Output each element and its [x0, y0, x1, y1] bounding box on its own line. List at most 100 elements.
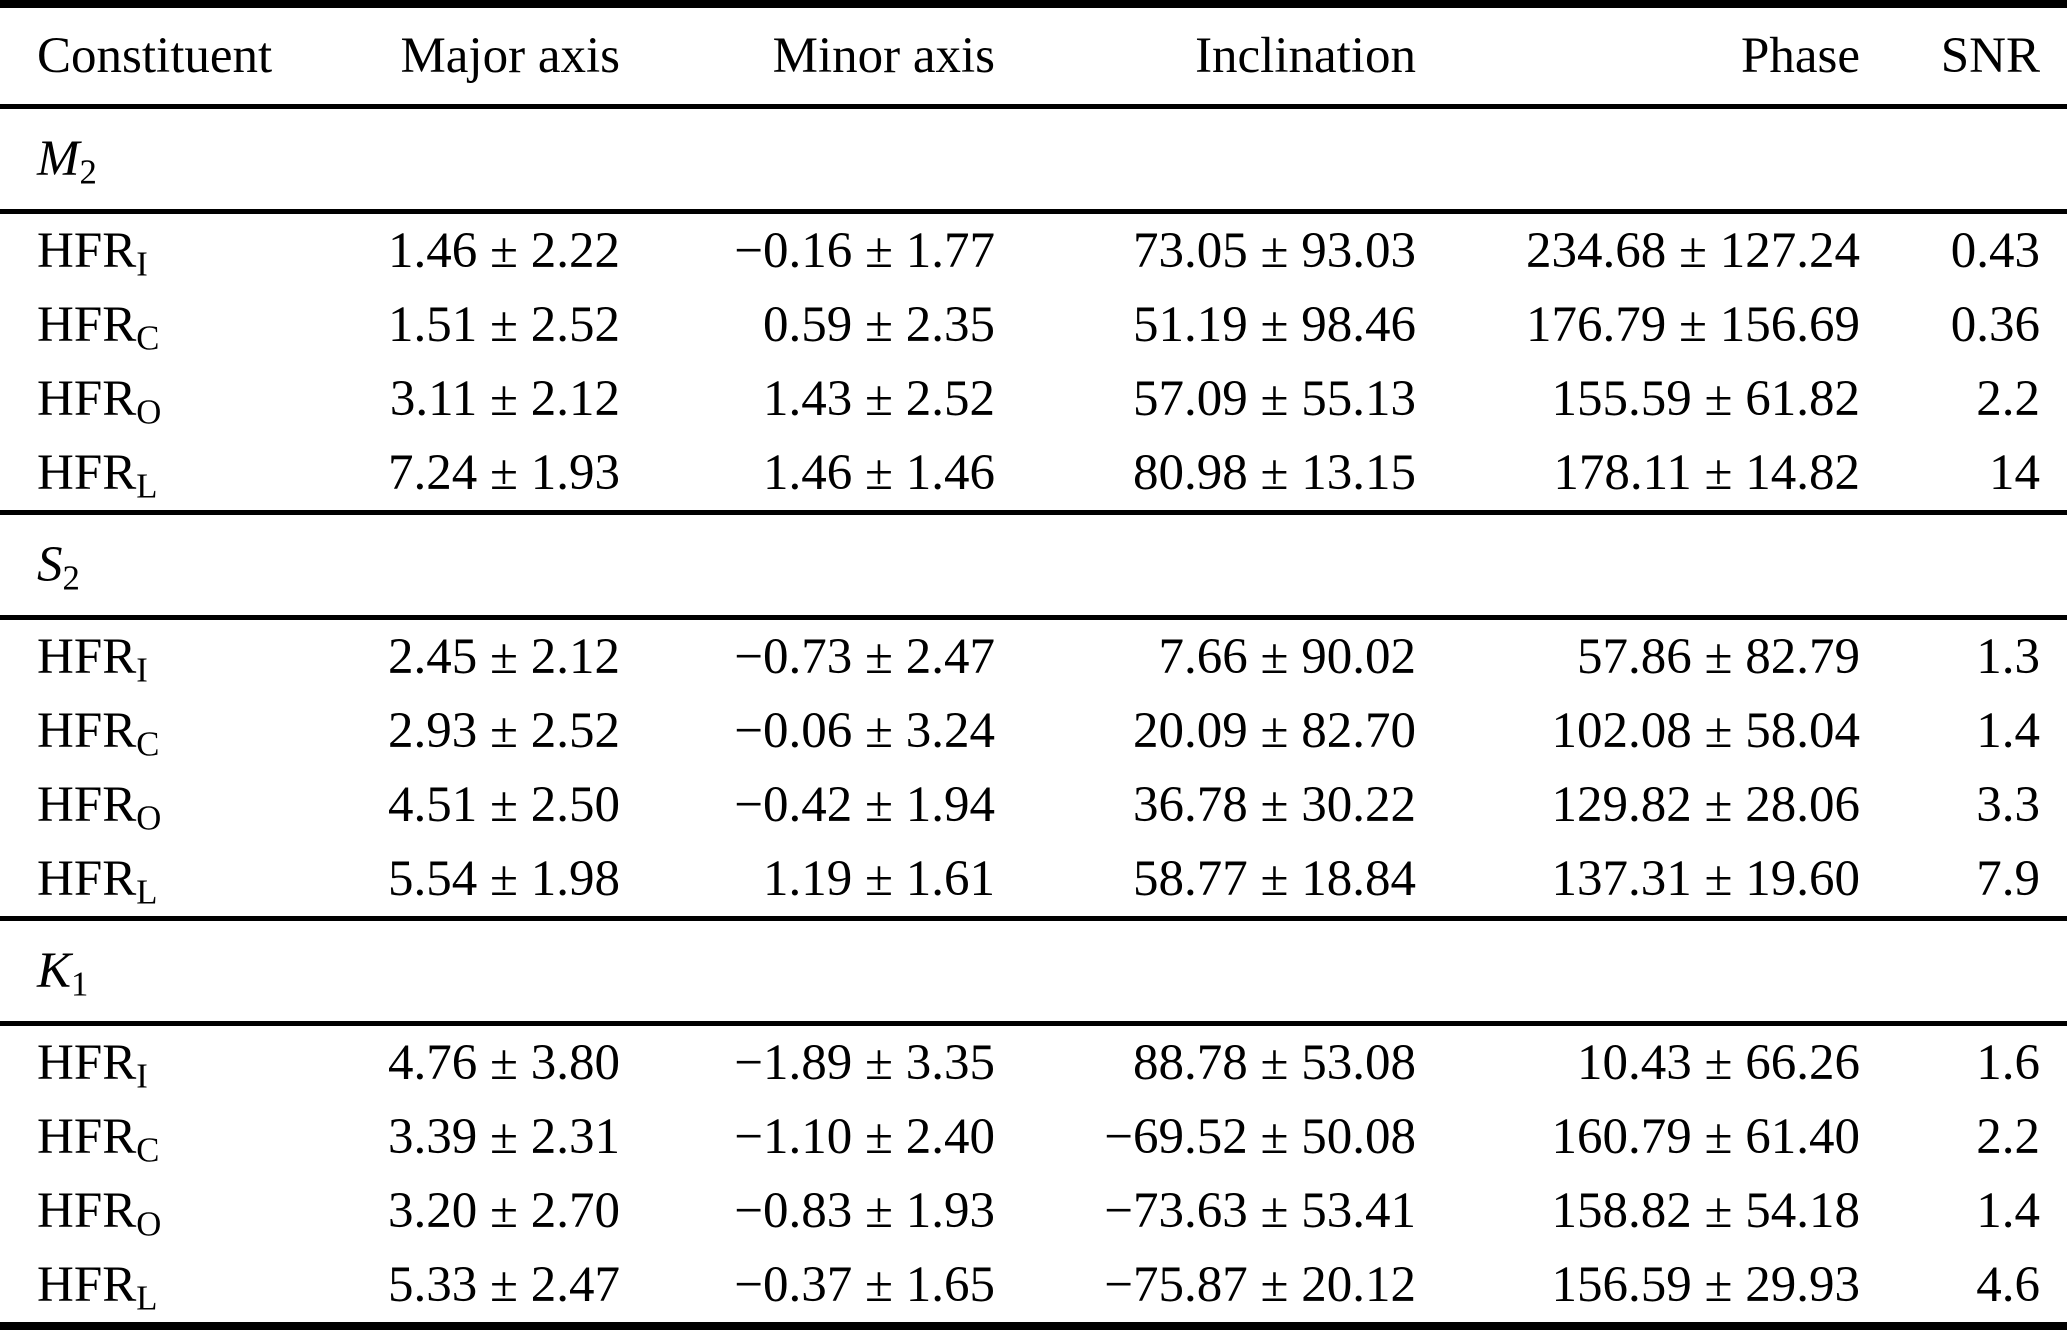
snr-cell: 1.4 — [1976, 1183, 2040, 1239]
table-row: HFRO 4.51 ± 2.50 −0.42 ± 1.94 36.78 ± 30… — [0, 768, 2067, 842]
minor-axis-cell: 1.43 ± 2.52 — [763, 371, 995, 427]
section-header-row: K1 — [0, 916, 2067, 1026]
constituent-cell: HFRO — [0, 362, 340, 436]
phase-cell: 57.86 ± 82.79 — [1577, 629, 1860, 685]
constituent-symbol: K — [37, 943, 72, 999]
table-row: HFRL 7.24 ± 1.93 1.46 ± 1.46 80.98 ± 13.… — [0, 436, 2067, 513]
minor-axis-cell: −0.42 ± 1.94 — [734, 777, 995, 833]
phase-cell: 102.08 ± 58.04 — [1551, 703, 1861, 759]
constituent-subscript: I — [136, 1056, 148, 1096]
constituent-cell: HFRI — [0, 618, 340, 695]
minor-axis-cell: −0.16 ± 1.77 — [734, 223, 995, 279]
major-axis-cell: 2.93 ± 2.52 — [388, 703, 620, 759]
phase-cell: 137.31 ± 19.60 — [1551, 851, 1861, 907]
minor-axis-cell: −0.37 ± 1.65 — [734, 1257, 995, 1313]
inclination-cell: 20.09 ± 82.70 — [1133, 703, 1416, 759]
inclination-cell: 36.78 ± 30.22 — [1133, 777, 1416, 833]
major-axis-cell: 1.51 ± 2.52 — [388, 297, 620, 353]
constituent-subscript: O — [136, 392, 162, 432]
constituent-base: HFR — [37, 851, 137, 907]
section-m2: M2 HFRI 1.46 ± 2.22 −0.16 ± 1.77 73.05 ±… — [0, 104, 2067, 513]
phase-cell: 158.82 ± 54.18 — [1551, 1183, 1861, 1239]
section-label: S2 — [0, 510, 2067, 620]
major-axis-cell: 4.51 ± 2.50 — [388, 777, 620, 833]
snr-cell: 4.6 — [1976, 1257, 2040, 1313]
snr-cell: 1.6 — [1976, 1035, 2040, 1091]
minor-axis-cell: −0.83 ± 1.93 — [734, 1183, 995, 1239]
constituent-subscript: C — [136, 318, 160, 358]
snr-cell: 2.2 — [1976, 1109, 2040, 1165]
col-header-major-axis: Major axis — [340, 4, 620, 109]
constituent-base: HFR — [37, 629, 137, 685]
major-axis-cell: 4.76 ± 3.80 — [388, 1035, 620, 1091]
constituent-base: HFR — [37, 1109, 137, 1165]
table-row: HFRC 2.93 ± 2.52 −0.06 ± 3.24 20.09 ± 82… — [0, 694, 2067, 768]
major-axis-cell: 7.24 ± 1.93 — [388, 445, 620, 501]
section-header-row: M2 — [0, 104, 2067, 214]
col-header-inclination: Inclination — [995, 4, 1416, 109]
table-row: HFRI 4.76 ± 3.80 −1.89 ± 3.35 88.78 ± 53… — [0, 1024, 2067, 1101]
constituent-base: HFR — [37, 1035, 137, 1091]
constituent-base: HFR — [37, 445, 137, 501]
inclination-cell: 80.98 ± 13.15 — [1133, 445, 1416, 501]
table-row: HFRC 1.51 ± 2.52 0.59 ± 2.35 51.19 ± 98.… — [0, 288, 2067, 362]
table-row: HFRL 5.33 ± 2.47 −0.37 ± 1.65 −75.87 ± 2… — [0, 1248, 2067, 1326]
phase-cell: 10.43 ± 66.26 — [1577, 1035, 1860, 1091]
constituent-cell: HFRL — [0, 436, 340, 513]
constituent-cell: HFRL — [0, 842, 340, 919]
constituent-subscript: O — [136, 1204, 162, 1244]
major-axis-cell: 5.54 ± 1.98 — [388, 851, 620, 907]
section-s2: S2 HFRI 2.45 ± 2.12 −0.73 ± 2.47 7.66 ± … — [0, 510, 2067, 919]
minor-axis-cell: −1.10 ± 2.40 — [734, 1109, 995, 1165]
constituent-base: HFR — [37, 1183, 137, 1239]
major-axis-cell: 3.11 ± 2.12 — [389, 371, 620, 427]
constituent-cell: HFRC — [0, 288, 340, 362]
constituent-base: HFR — [37, 1257, 137, 1313]
snr-cell: 1.3 — [1976, 629, 2040, 685]
constituent-subscript: I — [136, 244, 148, 284]
snr-cell: 3.3 — [1976, 777, 2040, 833]
major-axis-cell: 2.45 ± 2.12 — [388, 629, 620, 685]
table-row: HFRI 1.46 ± 2.22 −0.16 ± 1.77 73.05 ± 93… — [0, 212, 2067, 289]
table-row: HFRI 2.45 ± 2.12 −0.73 ± 2.47 7.66 ± 90.… — [0, 618, 2067, 695]
constituent-subscript: C — [136, 724, 160, 764]
snr-cell: 14 — [1989, 445, 2040, 501]
col-header-phase: Phase — [1416, 4, 1860, 109]
snr-cell: 7.9 — [1976, 851, 2040, 907]
constituent-subscript: L — [136, 1278, 158, 1318]
table-row: HFRO 3.20 ± 2.70 −0.83 ± 1.93 −73.63 ± 5… — [0, 1174, 2067, 1248]
constituent-subscript: L — [136, 872, 158, 912]
constituent-base: HFR — [37, 223, 137, 279]
minor-axis-cell: −1.89 ± 3.35 — [734, 1035, 995, 1091]
minor-axis-cell: −0.73 ± 2.47 — [734, 629, 995, 685]
minor-axis-cell: 0.59 ± 2.35 — [763, 297, 995, 353]
major-axis-cell: 5.33 ± 2.47 — [388, 1257, 620, 1313]
col-header-minor-axis: Minor axis — [620, 4, 995, 109]
section-k1: K1 HFRI 4.76 ± 3.80 −1.89 ± 3.35 88.78 ±… — [0, 916, 2067, 1327]
phase-cell: 155.59 ± 61.82 — [1551, 371, 1861, 427]
constituent-base: HFR — [37, 777, 137, 833]
constituent-cell: HFRI — [0, 212, 340, 289]
constituent-subscript: C — [136, 1130, 160, 1170]
inclination-cell: −69.52 ± 50.08 — [1104, 1109, 1416, 1165]
section-label: K1 — [0, 916, 2067, 1026]
phase-cell: 178.11 ± 14.82 — [1553, 445, 1860, 501]
major-axis-cell: 3.20 ± 2.70 — [388, 1183, 620, 1239]
minor-axis-cell: −0.06 ± 3.24 — [734, 703, 995, 759]
inclination-cell: 73.05 ± 93.03 — [1133, 223, 1416, 279]
constituent-symbol-subscript: 2 — [79, 152, 97, 192]
inclination-cell: −75.87 ± 20.12 — [1104, 1257, 1416, 1313]
phase-cell: 176.79 ± 156.69 — [1526, 297, 1860, 353]
minor-axis-cell: 1.46 ± 1.46 — [763, 445, 995, 501]
constituent-cell: HFRC — [0, 1100, 340, 1174]
phase-cell: 129.82 ± 28.06 — [1551, 777, 1861, 833]
constituent-subscript: L — [136, 466, 158, 506]
inclination-cell: 88.78 ± 53.08 — [1133, 1035, 1416, 1091]
inclination-cell: −73.63 ± 53.41 — [1104, 1183, 1416, 1239]
constituent-symbol: M — [37, 131, 80, 187]
constituent-cell: HFRO — [0, 1174, 340, 1248]
inclination-cell: 58.77 ± 18.84 — [1133, 851, 1416, 907]
major-axis-cell: 3.39 ± 2.31 — [388, 1109, 620, 1165]
constituent-symbol-subscript: 2 — [62, 558, 80, 598]
